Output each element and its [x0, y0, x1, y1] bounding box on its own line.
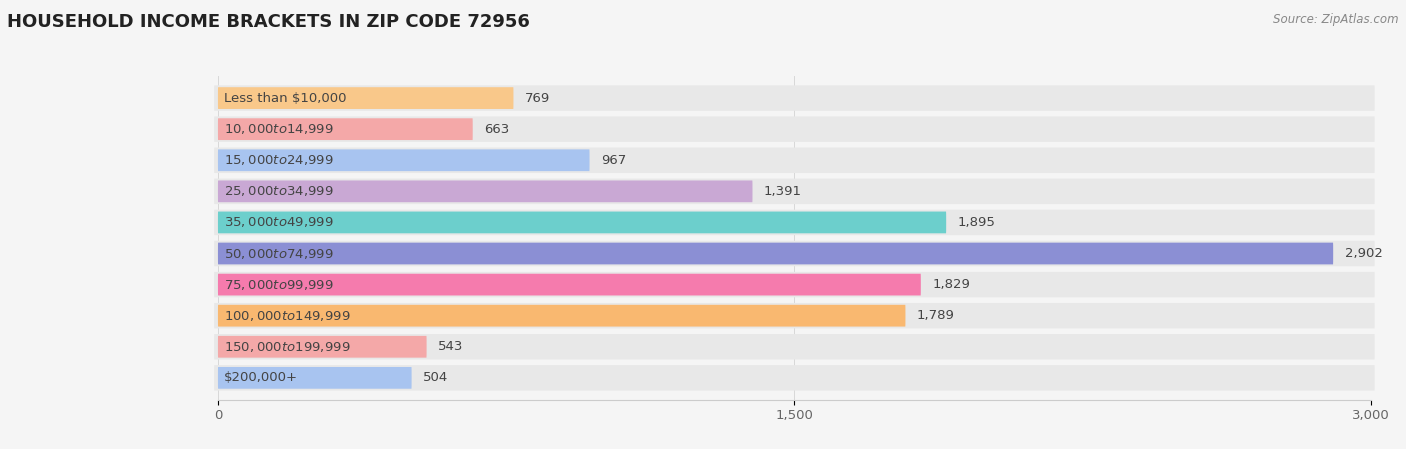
FancyBboxPatch shape	[218, 274, 921, 295]
Text: $50,000 to $74,999: $50,000 to $74,999	[224, 247, 333, 260]
FancyBboxPatch shape	[214, 179, 1375, 204]
Text: $35,000 to $49,999: $35,000 to $49,999	[224, 216, 333, 229]
Text: $150,000 to $199,999: $150,000 to $199,999	[224, 340, 350, 354]
FancyBboxPatch shape	[218, 150, 589, 171]
FancyBboxPatch shape	[214, 210, 1375, 235]
FancyBboxPatch shape	[218, 180, 752, 202]
Text: HOUSEHOLD INCOME BRACKETS IN ZIP CODE 72956: HOUSEHOLD INCOME BRACKETS IN ZIP CODE 72…	[7, 13, 530, 31]
Text: $25,000 to $34,999: $25,000 to $34,999	[224, 185, 333, 198]
FancyBboxPatch shape	[214, 148, 1375, 173]
Text: 1,829: 1,829	[932, 278, 970, 291]
Text: 769: 769	[524, 92, 550, 105]
Text: 2,902: 2,902	[1344, 247, 1382, 260]
FancyBboxPatch shape	[218, 211, 946, 233]
FancyBboxPatch shape	[218, 242, 1333, 264]
Text: Source: ZipAtlas.com: Source: ZipAtlas.com	[1274, 13, 1399, 26]
FancyBboxPatch shape	[218, 367, 412, 389]
Text: $75,000 to $99,999: $75,000 to $99,999	[224, 277, 333, 291]
FancyBboxPatch shape	[214, 272, 1375, 297]
Text: $200,000+: $200,000+	[224, 371, 298, 384]
FancyBboxPatch shape	[218, 336, 426, 358]
Text: $10,000 to $14,999: $10,000 to $14,999	[224, 122, 333, 136]
Text: $15,000 to $24,999: $15,000 to $24,999	[224, 153, 333, 167]
FancyBboxPatch shape	[214, 365, 1375, 391]
Text: Less than $10,000: Less than $10,000	[224, 92, 346, 105]
Text: 504: 504	[423, 371, 449, 384]
Text: $100,000 to $149,999: $100,000 to $149,999	[224, 308, 350, 323]
FancyBboxPatch shape	[218, 87, 513, 109]
Text: 1,789: 1,789	[917, 309, 955, 322]
FancyBboxPatch shape	[218, 305, 905, 326]
Text: 1,895: 1,895	[957, 216, 995, 229]
FancyBboxPatch shape	[214, 85, 1375, 111]
FancyBboxPatch shape	[214, 303, 1375, 328]
FancyBboxPatch shape	[218, 118, 472, 140]
FancyBboxPatch shape	[214, 334, 1375, 360]
Text: 663: 663	[484, 123, 509, 136]
Text: 543: 543	[439, 340, 464, 353]
FancyBboxPatch shape	[214, 116, 1375, 142]
Text: 1,391: 1,391	[763, 185, 801, 198]
Text: 967: 967	[602, 154, 626, 167]
FancyBboxPatch shape	[214, 241, 1375, 266]
